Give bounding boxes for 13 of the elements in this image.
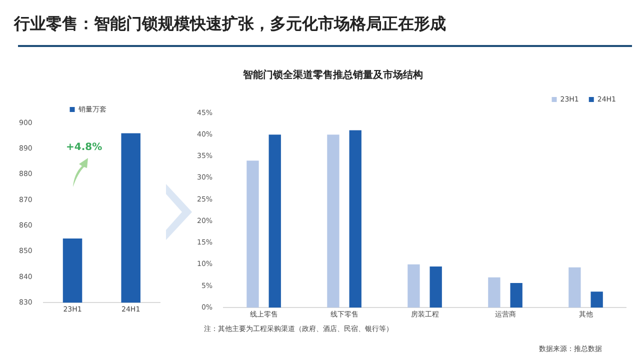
bar xyxy=(349,130,362,308)
text: 行业零售：智能门锁规模快速扩张，多元化市场格局正在形成 xyxy=(14,14,446,35)
bar xyxy=(488,277,500,308)
bar xyxy=(246,160,259,308)
bar xyxy=(327,134,340,308)
bar xyxy=(568,267,581,308)
annotation: +4.8% xyxy=(66,142,102,153)
bar xyxy=(590,292,603,308)
bar xyxy=(268,134,281,308)
bar xyxy=(430,266,442,308)
bar xyxy=(408,264,420,308)
bar xyxy=(510,282,522,308)
chart-title: 智能门锁全渠道零售推总销量及市场结构 xyxy=(242,68,424,82)
